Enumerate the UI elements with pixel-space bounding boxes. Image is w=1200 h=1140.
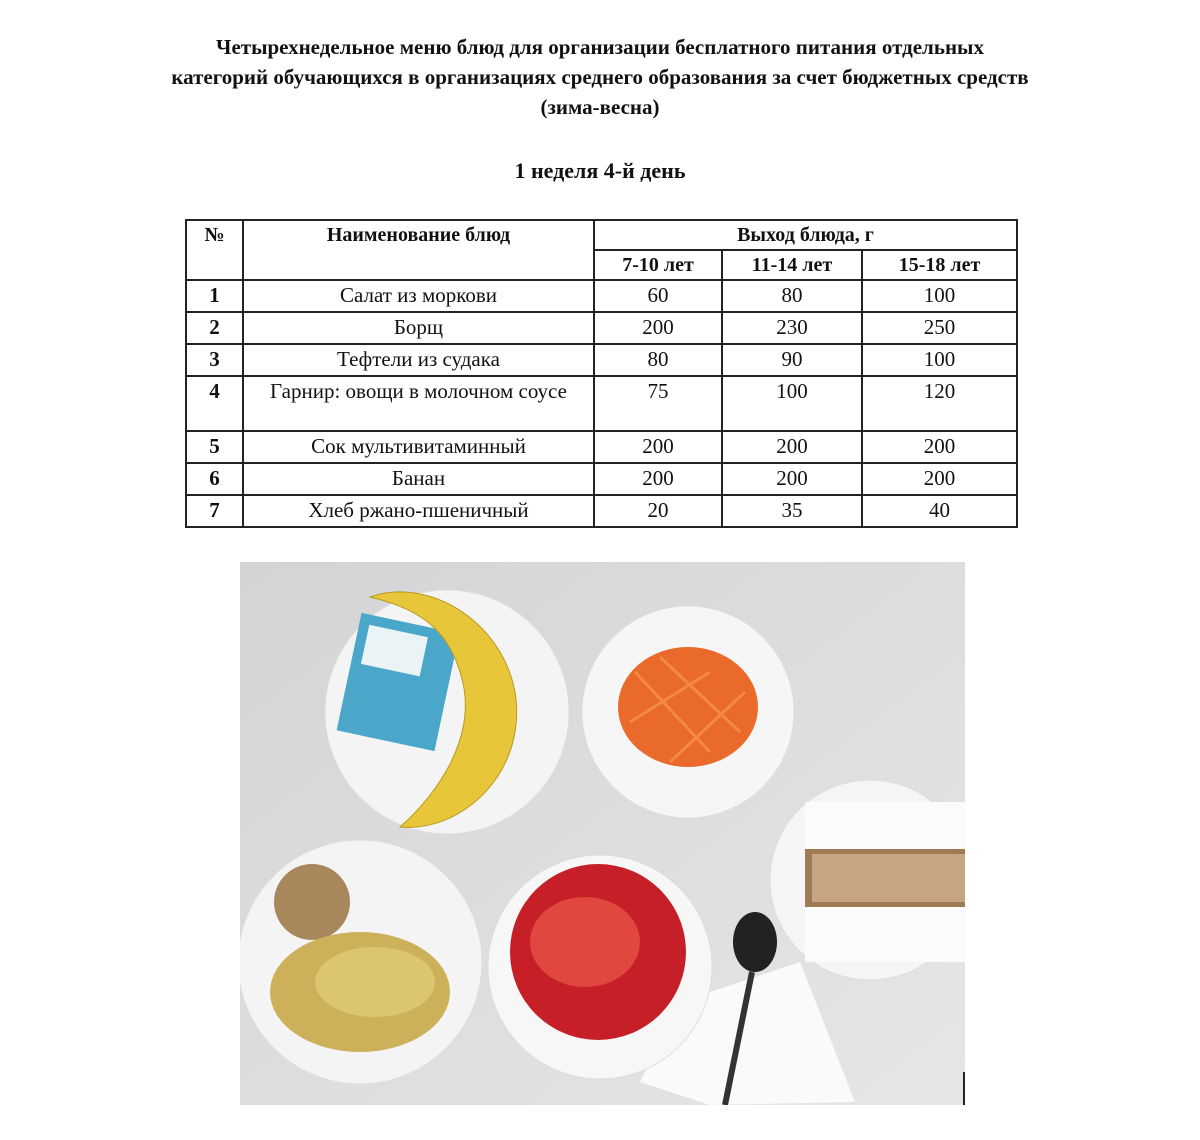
header-yield: Выход блюда, г [593,219,1018,251]
yield-7-10: 20 [593,494,723,528]
dish-name: Банан [242,462,595,496]
header-age-3: 15-18 лет [861,249,1018,281]
yield-11-14: 100 [721,375,863,432]
yield-7-10: 80 [593,343,723,377]
yield-11-14: 80 [721,279,863,313]
row-number: 4 [185,375,244,432]
yield-15-18: 120 [861,375,1018,432]
dish-name: Борщ [242,311,595,345]
row-number: 2 [185,311,244,345]
row-number: 1 [185,279,244,313]
table-row: 4 Гарнир: овощи в молочном соусе 75 100 120 [185,375,1018,432]
table-row: 5 Сок мультивитаминный 200 200 200 [185,430,1018,464]
row-number: 5 [185,430,244,464]
dish-name: Хлеб ржано-пшеничный [242,494,595,528]
menu-table: № Наименование блюд Выход блюда, г 7-10 … [185,219,1018,528]
yield-11-14: 230 [721,311,863,345]
row-number: 3 [185,343,244,377]
row-number: 6 [185,462,244,496]
header-name: Наименование блюд [242,219,595,281]
yield-7-10: 200 [593,430,723,464]
yield-15-18: 100 [861,343,1018,377]
header-number: № [185,219,244,281]
table-row: 2 Борщ 200 230 250 [185,311,1018,345]
yield-7-10: 200 [593,462,723,496]
dish-name: Гарнир: овощи в молочном соусе [242,375,595,432]
yield-7-10: 200 [593,311,723,345]
meal-photo-image [237,562,971,1106]
dish-name: Сок мультивитаминный [242,430,595,464]
yield-11-14: 200 [721,430,863,464]
yield-15-18: 250 [861,311,1018,345]
dish-name: Тефтели из судака [242,343,595,377]
yield-7-10: 60 [593,279,723,313]
yield-15-18: 100 [861,279,1018,313]
table-row: 6 Банан 200 200 200 [185,462,1018,496]
document-title: Четырехнедельное меню блюд для организац… [0,32,1200,122]
yield-11-14: 90 [721,343,863,377]
yield-11-14: 35 [721,494,863,528]
table-row: 3 Тефтели из судака 80 90 100 [185,343,1018,377]
table-row: 7 Хлеб ржано-пшеничный 20 35 40 [185,494,1018,528]
document-subtitle: 1 неделя 4-й день [514,158,686,183]
header-age-2: 11-14 лет [721,249,863,281]
yield-7-10: 75 [593,375,723,432]
row-number: 7 [185,494,244,528]
title-line-2: категорий обучающихся в организациях сре… [171,65,1029,89]
table-row: 1 Салат из моркови 60 80 100 [185,279,1018,313]
dish-name: Салат из моркови [242,279,595,313]
title-line-3: (зима-весна) [540,95,660,119]
yield-15-18: 40 [861,494,1018,528]
header-age-1: 7-10 лет [593,249,723,281]
yield-11-14: 200 [721,462,863,496]
yield-15-18: 200 [861,430,1018,464]
title-line-1: Четырехнедельное меню блюд для организац… [216,35,984,59]
yield-15-18: 200 [861,462,1018,496]
meal-photo [237,562,971,1106]
